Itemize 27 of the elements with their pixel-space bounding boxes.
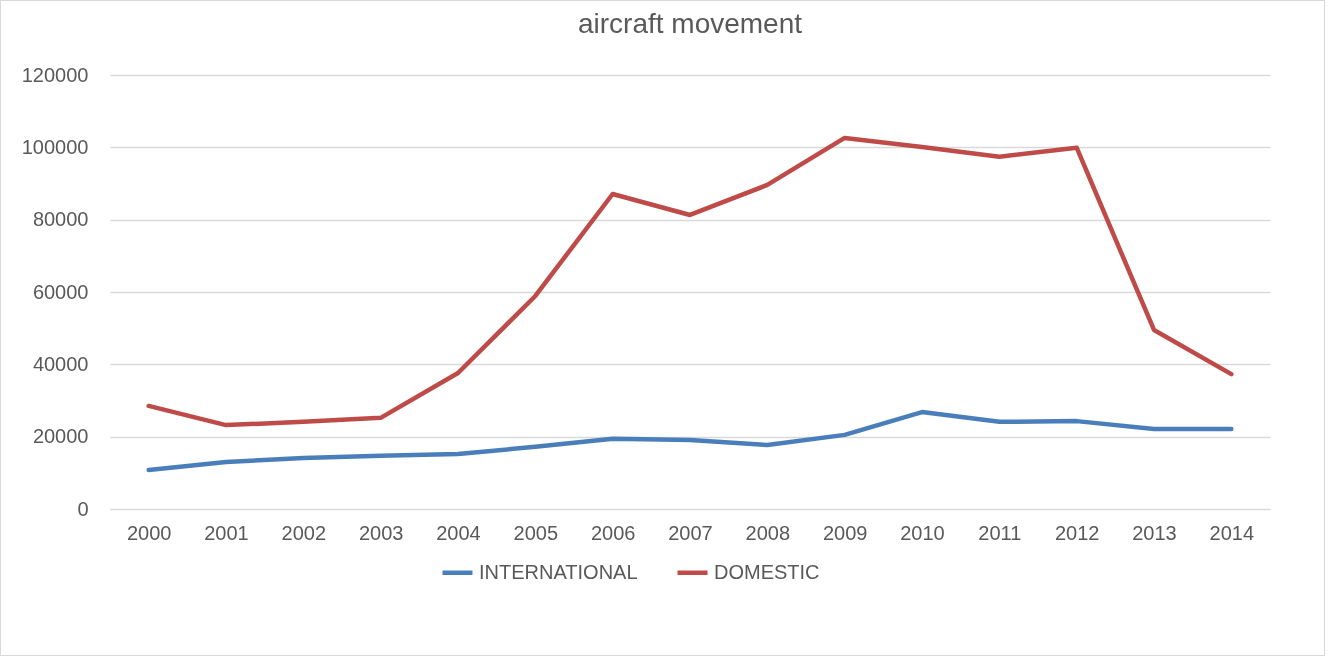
x-tick-label: 2011 [978, 521, 1022, 544]
y-tick-label: 60000 [32, 280, 89, 303]
y-tick-label: 0 [77, 497, 89, 520]
line-series [146, 135, 1234, 428]
legend-label: DOMESTIC [714, 560, 820, 583]
y-tick-label: 20000 [32, 425, 89, 448]
line-series [146, 409, 1234, 473]
x-tick-label: 2001 [204, 521, 249, 544]
y-tick-label: 100000 [21, 135, 89, 158]
x-tick-label: 2006 [590, 521, 636, 544]
y-tick-label: 80000 [32, 208, 89, 231]
x-tick-label: 2000 [126, 521, 172, 544]
x-tick-label: 2003 [358, 521, 404, 544]
x-tick-label: 2005 [513, 521, 559, 544]
x-tick-label: 2013 [1132, 521, 1177, 544]
legend-label: INTERNATIONAL [479, 560, 638, 583]
x-tick-label: 2012 [1054, 521, 1100, 544]
x-tick-label: 2014 [1209, 521, 1255, 544]
chart-title: aircraft movement [577, 8, 803, 39]
x-tick-label: 2002 [281, 521, 327, 544]
x-tick-label: 2009 [822, 521, 868, 544]
x-tick-label: 2010 [900, 521, 945, 544]
x-tick-label: 2008 [745, 521, 791, 544]
y-tick-label: 120000 [21, 63, 89, 86]
x-tick-label: 2007 [668, 521, 713, 544]
x-tick-label: 2004 [436, 521, 481, 544]
y-tick-label: 40000 [32, 352, 89, 375]
